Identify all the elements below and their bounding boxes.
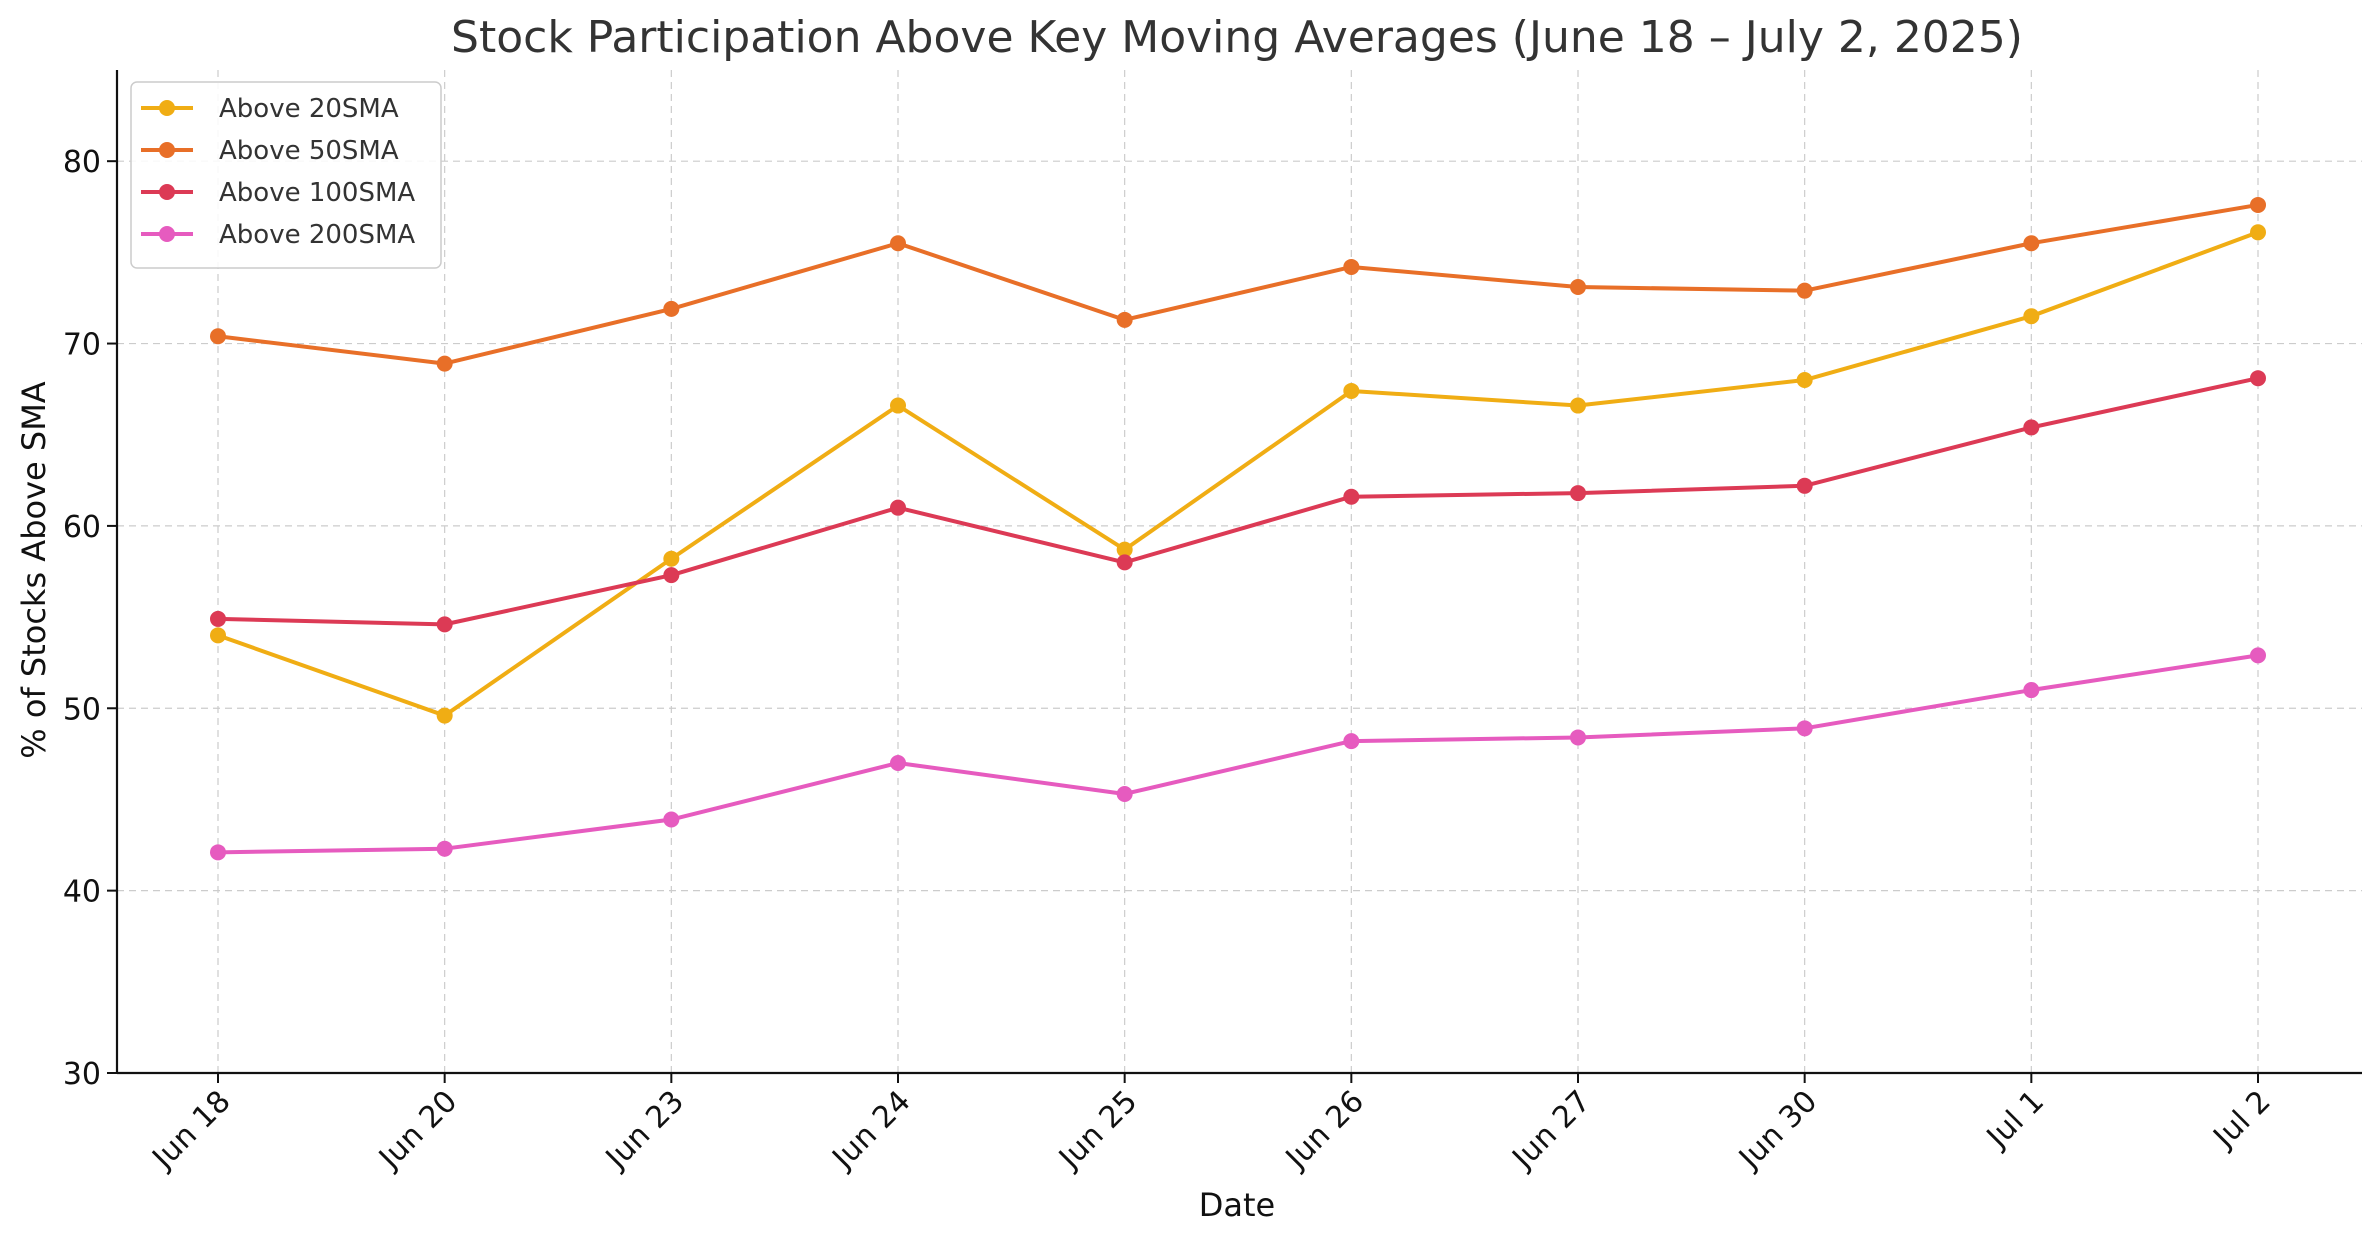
data-point bbox=[1796, 477, 1813, 494]
data-point bbox=[1570, 485, 1586, 502]
data-point bbox=[1343, 488, 1360, 505]
legend-marker bbox=[159, 100, 175, 116]
legend-item: Above 100SMA bbox=[141, 178, 415, 208]
legend-item: Above 200SMA bbox=[141, 220, 415, 250]
data-point bbox=[2250, 647, 2266, 664]
data-point bbox=[890, 235, 906, 252]
data-point bbox=[436, 707, 453, 724]
legend-marker bbox=[159, 142, 175, 158]
y-tick-label: 80 bbox=[63, 145, 101, 180]
series-line bbox=[217, 230, 2259, 718]
data-point bbox=[663, 567, 680, 584]
data-point bbox=[1116, 541, 1133, 558]
data-point bbox=[1343, 382, 1360, 399]
data-point bbox=[2023, 682, 2040, 699]
data-point bbox=[2250, 224, 2266, 241]
y-tick-label: 60 bbox=[63, 510, 101, 545]
data-point bbox=[1796, 282, 1813, 299]
data-point bbox=[1796, 372, 1813, 389]
data-point bbox=[1116, 554, 1133, 571]
legend-marker bbox=[159, 226, 175, 242]
data-point bbox=[663, 550, 680, 567]
data-point bbox=[436, 616, 453, 633]
legend-label: Above 50SMA bbox=[219, 136, 399, 166]
data-point bbox=[2250, 196, 2266, 213]
data-point bbox=[210, 627, 226, 644]
data-point bbox=[1570, 279, 1586, 296]
y-tick-label: 70 bbox=[63, 328, 101, 363]
series-above-20sma bbox=[210, 224, 2266, 724]
data-point bbox=[2023, 235, 2040, 252]
data-point bbox=[210, 328, 226, 345]
data-point bbox=[890, 754, 906, 771]
legend-marker bbox=[159, 184, 175, 200]
y-axis-label: % of Stocks Above SMA bbox=[15, 381, 53, 759]
data-point bbox=[1343, 258, 1360, 275]
legend-label: Above 20SMA bbox=[219, 94, 399, 124]
data-point bbox=[1570, 397, 1586, 414]
legend-label: Above 100SMA bbox=[219, 178, 415, 208]
legend-item: Above 20SMA bbox=[141, 94, 399, 124]
series-above-200sma bbox=[210, 647, 2266, 861]
data-point bbox=[890, 397, 906, 414]
data-point bbox=[1343, 733, 1360, 750]
data-point bbox=[663, 811, 680, 828]
data-point bbox=[1116, 785, 1133, 802]
y-tick-label: 50 bbox=[63, 692, 101, 727]
y-tick-label: 30 bbox=[63, 1057, 101, 1092]
chart-title: Stock Participation Above Key Moving Ave… bbox=[451, 12, 2023, 63]
data-point bbox=[1116, 311, 1133, 328]
data-point bbox=[2250, 370, 2266, 387]
data-point bbox=[1796, 720, 1813, 737]
y-tick-label: 40 bbox=[63, 875, 101, 910]
data-point bbox=[890, 499, 906, 516]
legend-item: Above 50SMA bbox=[141, 136, 399, 166]
series-above-50sma bbox=[210, 196, 2266, 372]
series-above-100sma bbox=[210, 370, 2266, 633]
series-layer bbox=[210, 196, 2266, 861]
data-point bbox=[1570, 729, 1586, 746]
legend: Above 20SMA Above 50SMA Above 100SMA Above … bbox=[130, 81, 442, 269]
data-point bbox=[210, 610, 226, 627]
data-point bbox=[2023, 308, 2040, 325]
series-line bbox=[217, 202, 2259, 366]
data-point bbox=[436, 840, 453, 857]
x-axis-label: Date bbox=[1199, 1186, 1275, 1224]
series-line bbox=[217, 376, 2259, 627]
data-point bbox=[210, 844, 226, 861]
legend-box bbox=[130, 81, 442, 269]
data-point bbox=[436, 355, 453, 372]
data-point bbox=[663, 300, 680, 317]
data-point bbox=[2023, 419, 2040, 436]
legend-label: Above 200SMA bbox=[219, 220, 415, 250]
series-line bbox=[217, 653, 2259, 855]
